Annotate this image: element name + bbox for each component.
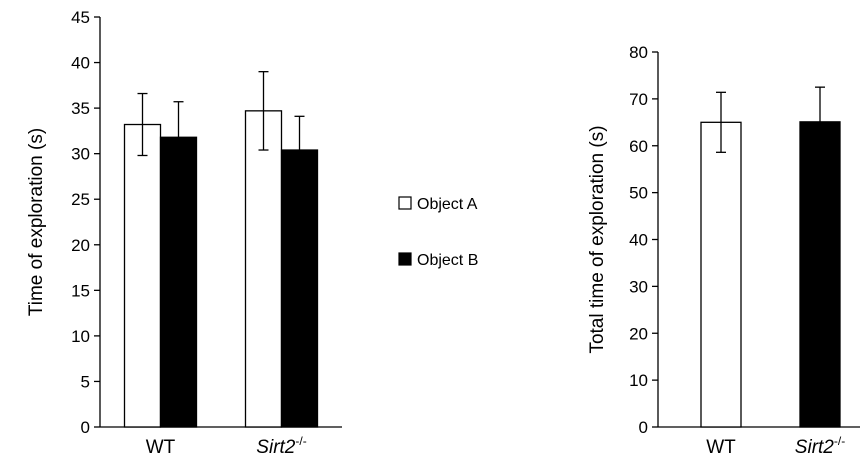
right-y-tick-label-8: 80 (629, 43, 648, 62)
legend-swatch-1 (398, 252, 412, 266)
right-x-tick-label-0: WT (706, 437, 736, 458)
left-bar-0-1 (244, 110, 283, 428)
right-x-tick-label-1: Sirt2-/- (795, 434, 845, 458)
legend-label-1: Object B (417, 252, 478, 269)
left-y-tick-label-6: 30 (71, 145, 90, 164)
left-y-tick-label-4: 20 (71, 236, 90, 255)
left-y-tick-label-2: 10 (71, 327, 90, 346)
left-bar-1-1 (280, 149, 319, 428)
left-error-bar-1-1 (294, 115, 305, 185)
left-bar-0-0 (123, 123, 162, 428)
left-error-bar-0-0 (137, 92, 148, 157)
left-y-tick-label-3: 15 (71, 281, 90, 300)
left-bar-1-0 (159, 136, 198, 428)
left-error-bar-0-1 (258, 71, 269, 151)
left-y-tick-label-8: 40 (71, 54, 90, 73)
left-x-tick-label-1: Sirt2-/- (256, 434, 306, 458)
right-bar-0 (700, 121, 742, 428)
left-y-tick-label-5: 25 (71, 190, 90, 209)
left-y-tick-label-1: 5 (81, 372, 90, 391)
left-y-tick-label-9: 45 (71, 8, 90, 27)
right-y-tick-label-7: 70 (629, 90, 648, 109)
left-x-tick-label-0: WT (146, 437, 176, 458)
right-y-tick-label-3: 30 (629, 277, 648, 296)
left-y-tick-label-7: 35 (71, 99, 90, 118)
right-y-tick-label-6: 60 (629, 137, 648, 156)
right-y-tick-label-5: 50 (629, 184, 648, 203)
right-y-tick-label-4: 40 (629, 231, 648, 250)
right-y-tick-label-2: 20 (629, 324, 648, 343)
right-y-tick-label-1: 10 (629, 371, 648, 390)
right-y-tick-label-0: 0 (639, 418, 648, 437)
right-bar-1 (799, 121, 841, 428)
right-y-axis-title: Total time of exploration (s) (587, 125, 608, 353)
right-error-bar-1 (815, 86, 825, 158)
legend-label-0: Object A (417, 196, 478, 213)
left-error-bar-1-0 (173, 101, 184, 174)
legend-swatch-0 (398, 196, 412, 210)
left-y-axis-title: Time of exploration (s) (26, 128, 47, 316)
left-y-tick-label-0: 0 (81, 418, 90, 437)
right-error-bar-0 (716, 91, 726, 153)
